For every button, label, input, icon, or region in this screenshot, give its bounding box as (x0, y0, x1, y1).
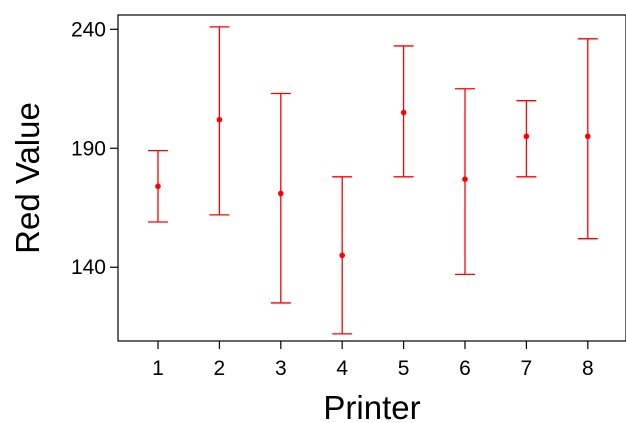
x-tick-label-2: 2 (214, 357, 226, 380)
y-tick-label-190: 190 (71, 137, 106, 160)
mean-point (462, 176, 468, 182)
mean-point (339, 252, 346, 259)
error-bar-printer-7 (516, 100, 537, 178)
x-tick-label-3: 3 (275, 357, 287, 380)
error-bar-printer-4 (332, 176, 353, 335)
x-tick-label-4: 4 (336, 357, 348, 380)
error-bar-printer-3 (270, 92, 291, 304)
error-bars (148, 26, 598, 335)
error-bar-printer-6 (455, 88, 475, 276)
mean-point (585, 133, 591, 140)
error-bar-printer-5 (393, 45, 414, 178)
x-tick-label-6: 6 (459, 357, 471, 380)
mean-point (216, 116, 223, 123)
x-tick-label-7: 7 (521, 357, 533, 380)
y-axis-title: Red Value (9, 102, 46, 254)
mean-point (523, 133, 530, 140)
x-axis: 1 2 3 4 5 6 7 8 (152, 341, 594, 380)
mean-point (278, 190, 284, 197)
mean-point (155, 183, 161, 190)
x-axis-title: Printer (323, 389, 420, 423)
y-tick-label-140: 140 (71, 256, 106, 279)
error-bar-printer-1 (148, 149, 168, 223)
error-bar-printer-8 (577, 38, 598, 240)
plot-frame (117, 14, 626, 342)
error-bar-printer-2 (209, 26, 230, 216)
x-tick-label-8: 8 (582, 357, 594, 380)
mean-point (400, 109, 407, 116)
y-axis: 140 190 240 (71, 18, 118, 279)
x-tick-label-5: 5 (398, 357, 410, 380)
y-tick-label-240: 240 (71, 18, 106, 41)
x-tick-label-1: 1 (152, 357, 164, 380)
